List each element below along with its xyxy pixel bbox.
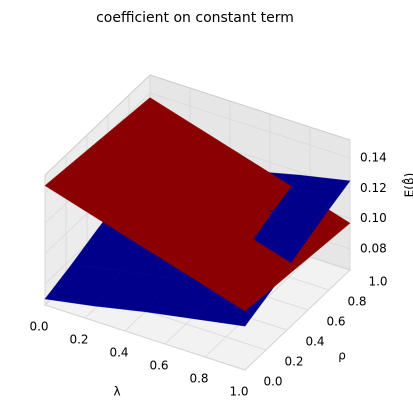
z-tick-label: 0.12 bbox=[360, 181, 387, 195]
y-tick-label: 0.8 bbox=[347, 295, 366, 309]
y-tick-label: 1.0 bbox=[368, 275, 387, 289]
x-tick-label: 0.2 bbox=[69, 333, 88, 347]
grid-line bbox=[149, 92, 351, 159]
z-tick-label: 0.08 bbox=[360, 241, 387, 255]
z-axis-label: E(β̂) bbox=[400, 173, 413, 198]
y-axis-label: ρ bbox=[338, 349, 346, 363]
z-tick-label: 0.10 bbox=[360, 211, 387, 225]
z-tick-label: 0.14 bbox=[360, 151, 387, 165]
x-tick-label: 0.6 bbox=[149, 359, 168, 373]
x-tick-label: 1.0 bbox=[229, 385, 248, 399]
y-tick-label: 0.6 bbox=[326, 315, 345, 329]
x-tick-label: 0.8 bbox=[189, 372, 208, 386]
x-tick-label: 0.0 bbox=[29, 320, 48, 334]
chart-title: coefficient on constant term bbox=[96, 10, 294, 26]
grid-line bbox=[244, 269, 351, 371]
surface-patch bbox=[194, 257, 272, 312]
y-tick-label: 0.4 bbox=[305, 335, 324, 349]
x-tick-label: 0.4 bbox=[109, 346, 128, 360]
grid-line bbox=[44, 304, 246, 371]
y-tick-label: 0.2 bbox=[284, 355, 303, 369]
x-axis-label: λ bbox=[113, 385, 120, 399]
y-tick-label: 0.0 bbox=[263, 375, 282, 389]
